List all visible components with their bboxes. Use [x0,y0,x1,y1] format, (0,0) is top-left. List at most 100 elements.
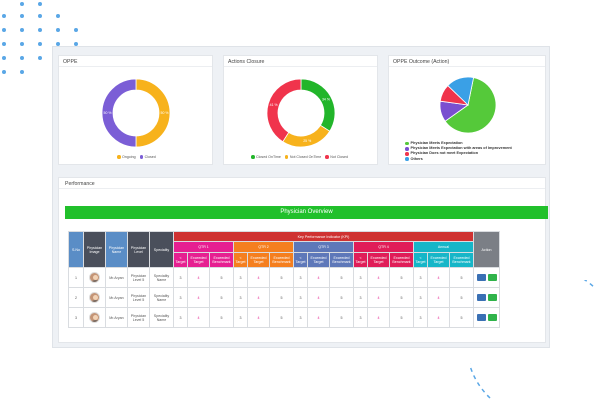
edit-button[interactable] [487,294,497,301]
row-speciality: Speciality Name [149,307,174,328]
row-speciality: Speciality Name [149,267,174,288]
kpi-value: 5 [209,267,234,288]
avatar [89,272,100,283]
col-action: Action [473,231,500,268]
sub-header-row: < Target Exceeded Target Exceeded Benchmar… [69,252,500,268]
kpi-value: 3 [173,267,188,288]
slice-closed-ontime [300,78,336,132]
view-button[interactable] [476,294,486,301]
slice-value-label: 25 % [303,139,311,143]
avatar [89,292,100,303]
table-row: 2 Mr.Aryan Physician Level 5 Speciality Nam… [68,287,500,308]
table-row: 1 Mr.Aryan Physician Level 5 Speciality Nam… [68,267,500,288]
row-level: Physician Level 5 [127,287,150,308]
edit-button[interactable] [487,314,497,321]
kpi-value: 4 [307,287,330,308]
kpi-value: 4 [307,267,330,288]
kpi-value: 4 [187,287,210,308]
kpi-value: 3 [413,287,428,308]
decorative-dashed-arc [470,280,596,399]
group-annual: Annual [413,241,474,253]
subcol-qtr-1-0: < Target [173,252,188,268]
kpi-value: 4 [187,267,210,288]
kpi-value: 4 [247,307,270,328]
col-physician-level: Physician Level [127,231,150,268]
slice-value-label: 50 % [161,111,169,115]
slice-closed [101,78,137,148]
view-button[interactable] [476,314,486,321]
col-kpi: Key Performance Indicator (KPI) [173,231,474,242]
row-name: Mr.Aryan [105,287,128,308]
kpi-value: 3 [413,307,428,328]
row-image [83,307,106,328]
kpi-value: 5 [209,307,234,328]
legend-item-not-closed-ontime: Not Closed OnTime [284,155,321,159]
edit-button[interactable] [487,274,497,281]
kpi-value: 5 [329,267,354,288]
row-level: Physician Level 5 [127,307,150,328]
subcol-qtr-1-2: Exceeded Benchmark [209,252,234,268]
table-row: 3 Mr.Aryan Physician Level 5 Speciality Nam… [68,307,500,328]
legend-item-does-not-meet: Physician Does not meet Expectation [405,151,512,156]
legend-item-closed-ontime: Closed OnTime [251,155,281,159]
row-level: Physician Level 5 [127,267,150,288]
subcol-qtr-4-2: Exceeded Benchmark [389,252,414,268]
kpi-value: 5 [329,307,354,328]
actions-donut-chart: 34 % 25 % 41 % [266,78,336,148]
kpi-value: 5 [449,267,474,288]
kpi-value: 3 [293,287,308,308]
row-image [83,267,106,288]
oppe-outcome-card: OPPE Outcome (Action) Physician Meets Ex… [388,55,546,165]
kpi-value: 5 [269,287,294,308]
kpi-value: 4 [247,267,270,288]
row-sno: 3 [68,307,84,328]
performance-title: Performance [59,178,545,189]
kpi-value: 3 [233,307,248,328]
col-sno: S.No [68,231,84,268]
kpi-value: 4 [427,267,450,288]
row-sno: 2 [68,287,84,308]
kpi-value: 5 [269,267,294,288]
row-sno: 1 [68,267,84,288]
kpi-value: 5 [389,307,414,328]
kpi-value: 4 [367,307,390,328]
legend-item-meets-improvement: Physician Meets Expectation with areas o… [405,146,512,151]
kpi-value: 4 [427,287,450,308]
subcol-qtr-1-1: Exceeded Target [187,252,210,268]
slice-physician-meets-expectation [444,77,497,134]
kpi-value: 3 [353,307,368,328]
subcol-qtr-3-1: Exceeded Target [307,252,330,268]
kpi-value: 5 [449,307,474,328]
slice-others [447,76,475,106]
subcol-annual-0: < Target [413,252,428,268]
kpi-value: 5 [269,307,294,328]
group-qtr4: QTR 4 [353,241,414,253]
slice-value-label: 50 % [104,111,112,115]
subcol-qtr-4-1: Exceeded Target [367,252,390,268]
oppe-legend: Ongoing Closed [117,155,156,159]
oppe-card-title: OPPE [59,56,212,67]
dashboard-frame: OPPE 50 % 50 % Ongoing Closed Actions Clo… [52,46,550,348]
legend-item-meets: Physician Meets Expectation [405,141,512,146]
actions-closure-card: Actions Closure 34 % 25 % 41 % Closed OnTi… [223,55,378,165]
row-name: Mr.Aryan [105,307,128,328]
legend-item-closed: Closed [139,155,156,159]
legend-item-not-closed: Not Closed [325,155,348,159]
kpi-value: 3 [353,287,368,308]
kpi-value: 3 [293,267,308,288]
kpi-value: 5 [389,267,414,288]
subcol-qtr-3-2: Exceeded Benchmark [329,252,354,268]
subcol-qtr-4-0: < Target [353,252,368,268]
outcome-pie-chart [439,76,497,134]
physician-performance-table: S.No Physician Image Physician Name Phys… [68,231,500,328]
kpi-value: 5 [389,287,414,308]
row-actions [473,307,500,328]
group-qtr2: QTR 2 [233,241,294,253]
kpi-value: 5 [329,287,354,308]
view-button[interactable] [476,274,486,281]
row-actions [473,267,500,288]
legend-item-ongoing: Ongoing [117,155,136,159]
kpi-value: 3 [413,267,428,288]
kpi-value: 4 [427,307,450,328]
subcol-annual-1: Exceeded Target [427,252,450,268]
